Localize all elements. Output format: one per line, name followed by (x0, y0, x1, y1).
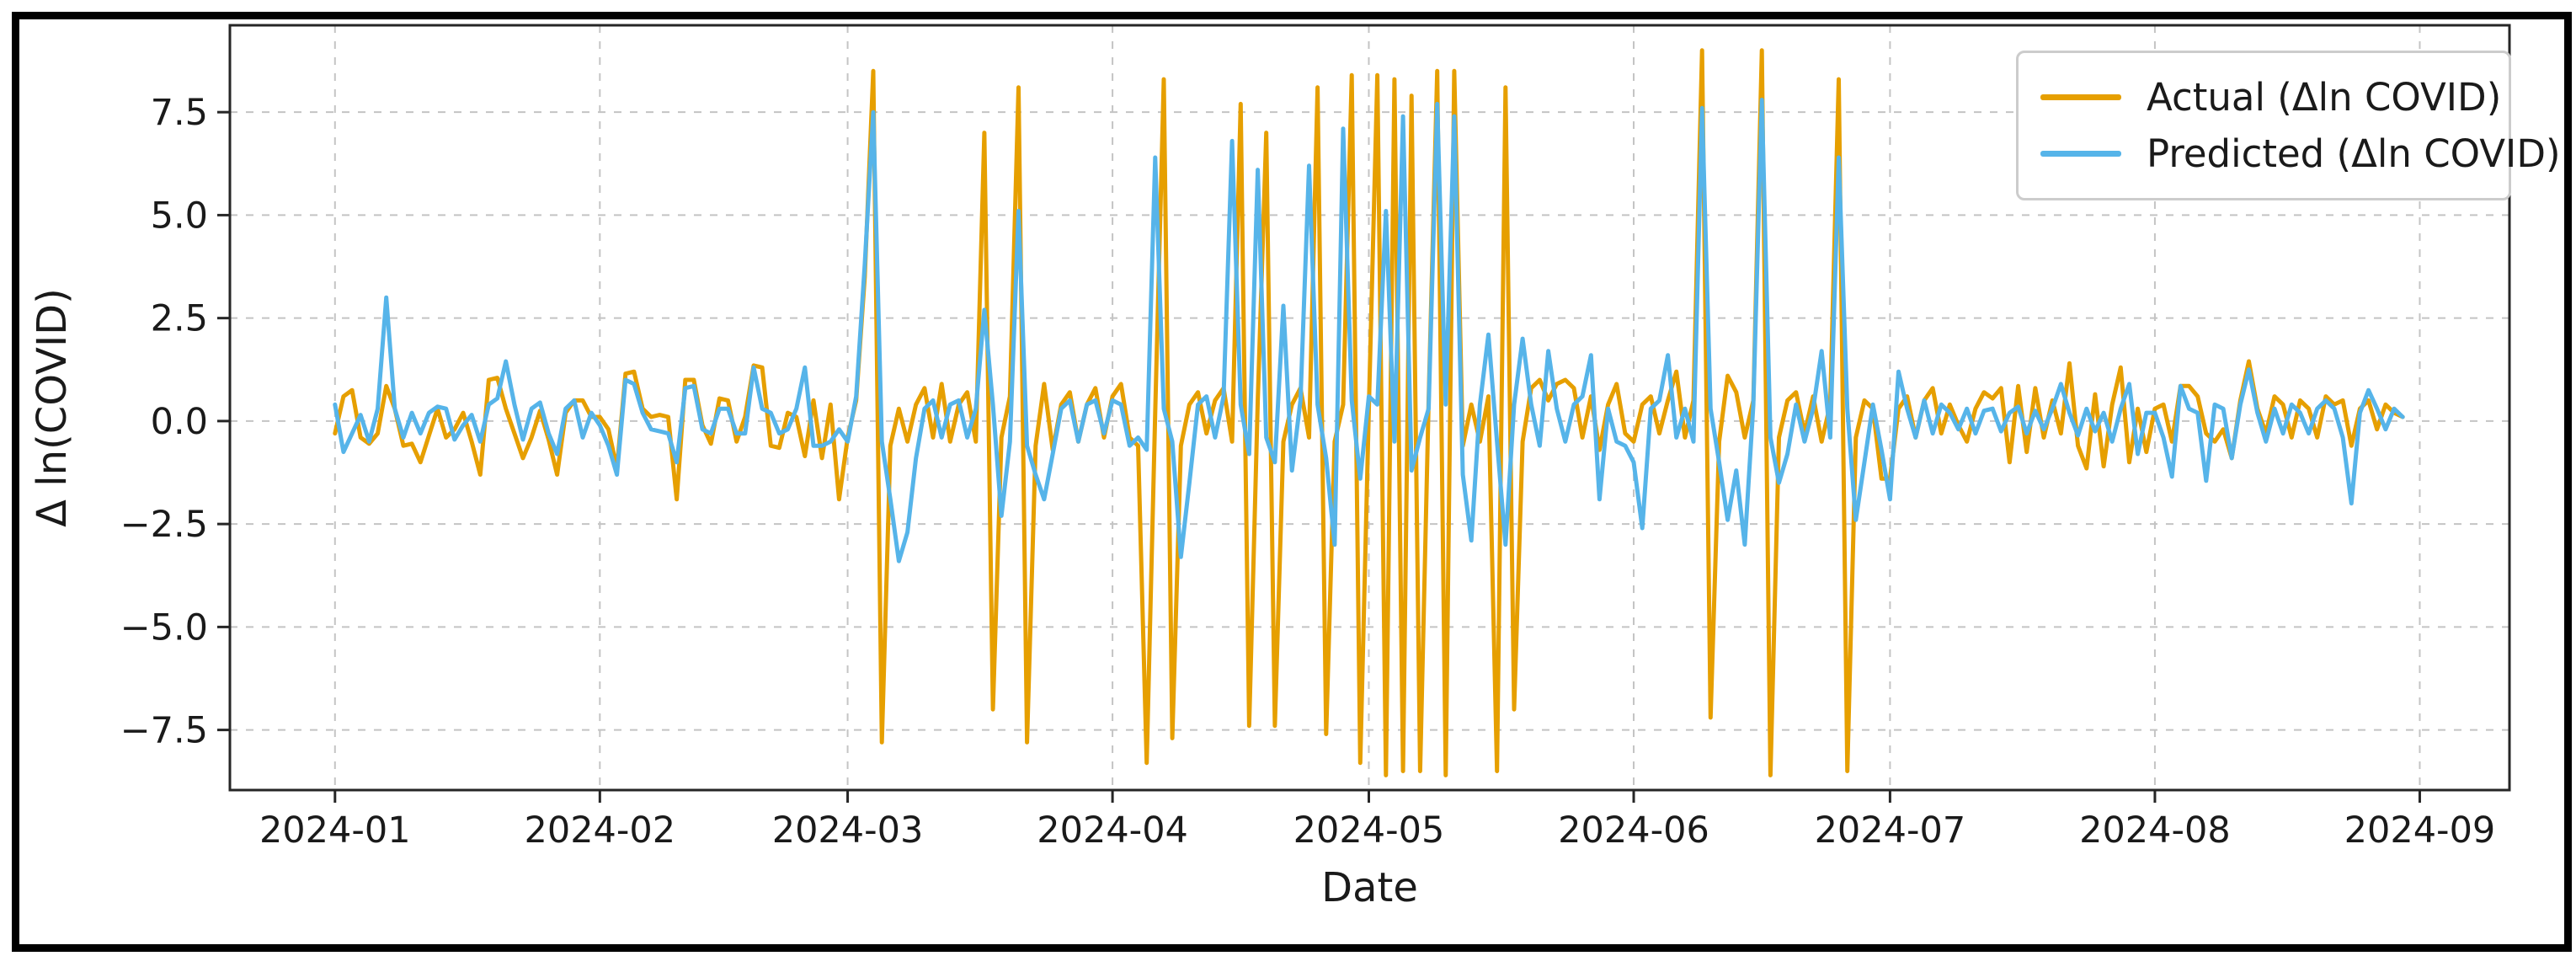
x-axis-title: Date (1321, 864, 1418, 911)
x-tick-label: 2024-09 (2344, 809, 2496, 852)
x-tick-label: 2024-05 (1293, 809, 1445, 852)
y-tick-label: 2.5 (151, 298, 208, 340)
legend-item-actual: Actual (Δln COVID) (2040, 75, 2509, 120)
x-tick-label: 2024-02 (524, 809, 675, 852)
x-tick-label: 2024-07 (1815, 809, 1966, 852)
x-tick-label: 2024-04 (1037, 809, 1188, 852)
x-tick-label: 2024-08 (2079, 809, 2231, 852)
y-tick-label: −7.5 (120, 710, 208, 752)
x-tick-label: 2024-06 (1558, 809, 1709, 852)
x-tick-label: 2024-01 (259, 809, 411, 852)
y-tick-label: 5.0 (151, 195, 208, 237)
y-tick-label: −5.0 (120, 606, 208, 649)
y-tick-label: 7.5 (151, 92, 208, 134)
y-tick-label: 0.0 (151, 401, 208, 443)
legend-label-predicted: Predicted (Δln COVID) (2147, 131, 2561, 176)
predicted-line-swatch (2040, 151, 2121, 157)
legend-label-actual: Actual (Δln COVID) (2147, 75, 2502, 120)
y-axis-title: Δ ln(COVID) (29, 288, 76, 527)
y-tick-label: −2.5 (120, 504, 208, 546)
legend: Actual (Δln COVID) Predicted (Δln COVID) (2016, 51, 2561, 200)
actual-line-swatch (2040, 94, 2121, 100)
predicted-series-line (333, 98, 2405, 563)
legend-item-predicted: Predicted (Δln COVID) (2040, 131, 2561, 176)
x-tick-label: 2024-03 (772, 809, 924, 852)
